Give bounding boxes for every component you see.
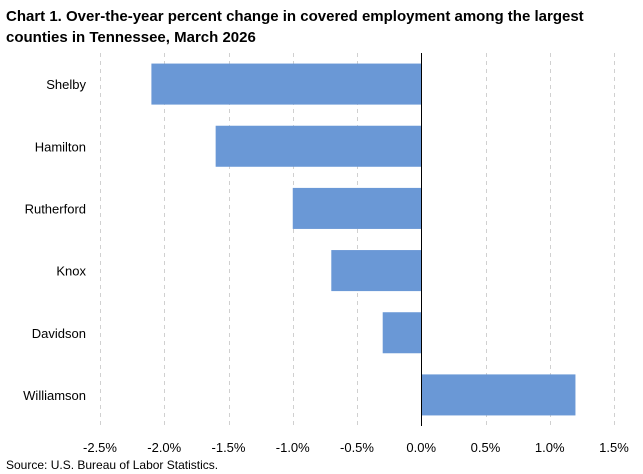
category-label: Rutherford: [25, 201, 86, 216]
x-tick-label: -2.0%: [147, 440, 181, 455]
category-label: Knox: [56, 264, 86, 279]
category-label: Williamson: [23, 388, 86, 403]
bar-shelby: [151, 63, 422, 105]
x-tick-label: -0.5%: [340, 440, 374, 455]
x-tick-label: -2.5%: [83, 440, 117, 455]
bar-knox: [331, 250, 422, 292]
category-label: Hamilton: [35, 139, 86, 154]
bars: [151, 63, 576, 416]
x-tick-label: 0.5%: [471, 440, 501, 455]
chart-title: Chart 1. Over-the-year percent change in…: [6, 8, 584, 46]
x-tick-label: 1.5%: [599, 440, 629, 455]
x-tick-label: -1.5%: [212, 440, 246, 455]
x-tick-label: 1.0%: [535, 440, 565, 455]
bar-williamson: [421, 374, 576, 416]
source-note: Source: U.S. Bureau of Labor Statistics.: [6, 458, 219, 472]
x-tick-label: -1.0%: [276, 440, 310, 455]
bar-davidson: [382, 312, 422, 354]
x-tick-label: 0.0%: [406, 440, 436, 455]
x-tick-labels: -2.5% -2.0% -1.5% -1.0% -0.5% 0.0% 0.5% 1.0% 1.5…: [83, 440, 629, 455]
category-labels: Shelby Hamilton Rutherford Knox Davidson Will…: [23, 77, 86, 403]
category-label: Davidson: [32, 326, 86, 341]
category-label: Shelby: [46, 77, 86, 92]
bar-hamilton: [215, 125, 422, 167]
bar-rutherford: [292, 187, 422, 229]
gridlines: [100, 53, 615, 426]
